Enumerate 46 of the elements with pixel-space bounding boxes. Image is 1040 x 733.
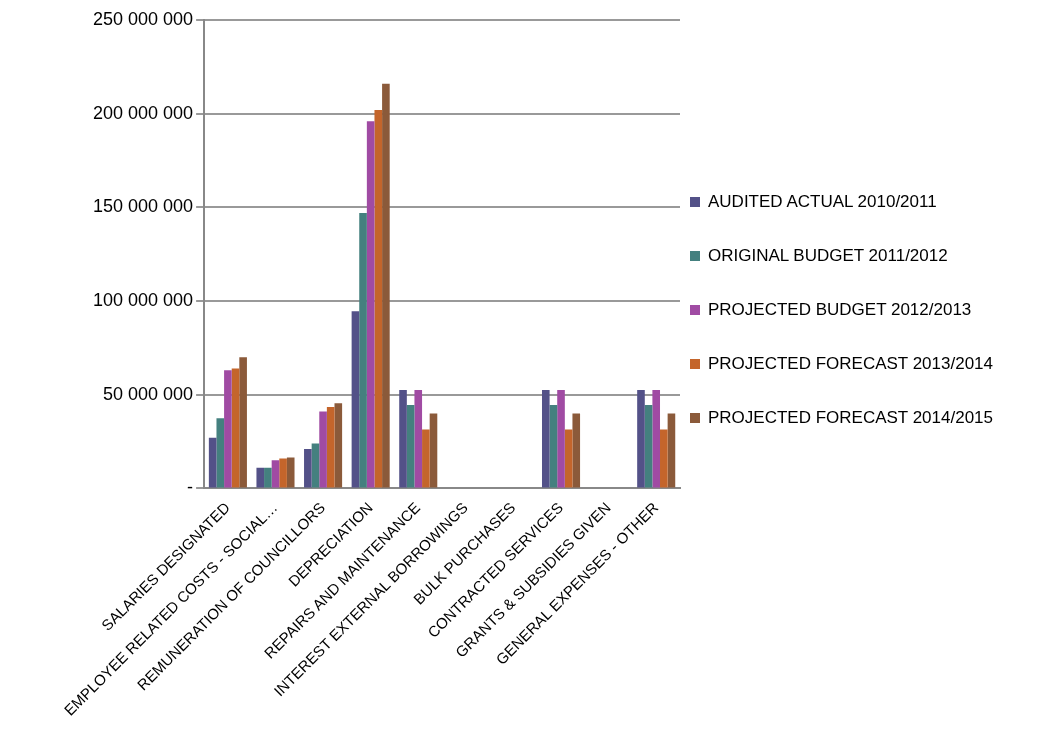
bar <box>406 405 415 488</box>
bar <box>286 457 295 488</box>
bar <box>264 467 272 488</box>
bar <box>304 449 312 488</box>
bar <box>231 368 240 488</box>
bar <box>216 418 225 488</box>
y-tick-label: 100 000 000 <box>92 290 194 311</box>
bar <box>256 467 265 488</box>
bar <box>319 411 327 488</box>
legend-label: AUDITED ACTUAL 2010/2011 <box>708 191 937 213</box>
bar <box>572 413 581 488</box>
bar <box>637 390 645 488</box>
legend-label: PROJECTED BUDGET 2012/2013 <box>708 299 972 321</box>
bar <box>224 370 232 488</box>
bar <box>351 311 360 488</box>
y-tick-label: 150 000 000 <box>92 196 194 217</box>
bar <box>549 405 558 488</box>
y-tick-label: 250 000 000 <box>92 8 194 29</box>
bar <box>208 437 217 488</box>
bar <box>359 212 367 488</box>
bar <box>541 390 550 488</box>
bar <box>429 413 438 488</box>
bar <box>382 83 390 488</box>
y-tick-label: 50 000 000 <box>103 383 194 404</box>
bar <box>652 390 661 488</box>
bar <box>279 458 287 488</box>
bar <box>326 406 335 488</box>
legend-label: PROJECTED FORECAST 2013/2014 <box>708 353 994 375</box>
legend-label: ORIGINAL BUDGET 2011/2012 <box>708 245 948 267</box>
bar <box>311 443 320 488</box>
bar <box>366 121 375 488</box>
bar <box>271 460 280 488</box>
bar <box>667 413 676 488</box>
y-tick-label: - <box>187 477 194 498</box>
legend-label: PROJECTED FORECAST 2014/2015 <box>708 407 994 429</box>
bar <box>334 403 343 488</box>
bar <box>564 429 573 488</box>
bar <box>422 429 430 488</box>
bar <box>374 109 383 488</box>
bar <box>399 390 407 488</box>
bar <box>239 357 247 488</box>
bar <box>414 390 423 488</box>
bar <box>660 429 668 488</box>
y-tick-label: 200 000 000 <box>92 102 194 123</box>
bar <box>644 405 653 488</box>
bar <box>557 390 565 488</box>
